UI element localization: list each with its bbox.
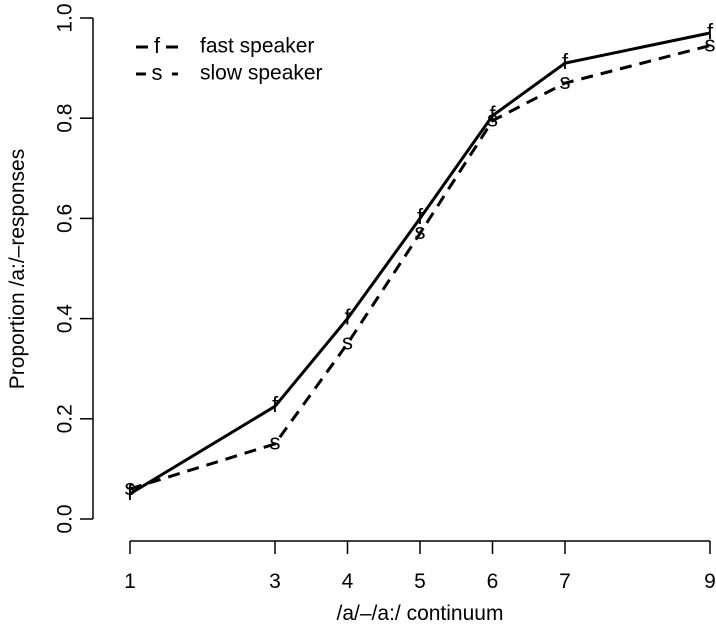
x-axis-title: /a/–/a:/ continuum: [337, 602, 504, 624]
y-axis-title: Proportion /a:/–responses: [6, 149, 29, 389]
data-point-s: s: [125, 475, 136, 500]
y-tick-label: 0.8: [54, 104, 77, 133]
series-line-f: [129, 31, 711, 496]
x-tick-label: 9: [704, 570, 716, 593]
legend-label-f: fast speaker: [200, 35, 314, 58]
data-point-f: f: [707, 19, 714, 44]
data-point-f: f: [417, 204, 424, 229]
legend: f fast speaker s slow speaker: [136, 33, 323, 85]
x-tick-label: 1: [124, 570, 136, 593]
axes: 0.0 0.2 0.4 0.6 0.8 1.0 1 3 4 5 6 7 9/a/–/a:/ contin…: [6, 3, 716, 624]
y-tick-label: 0.4: [54, 304, 77, 334]
x-tick-label: 5: [414, 570, 426, 593]
legend-marker-f: f: [154, 33, 161, 58]
y-tick-label: 1.0: [54, 3, 77, 32]
legend-marker-bg: [148, 63, 166, 85]
y-tick-label: 0.6: [54, 204, 77, 233]
data-point-s: s: [560, 69, 571, 94]
y-tick-label: 0.0: [54, 504, 77, 533]
data-point-f: f: [344, 304, 351, 329]
data-point-s: s: [487, 107, 498, 132]
x-tick-label: 3: [269, 570, 281, 593]
x-tick-label: 7: [559, 570, 571, 593]
legend-marker-s: s: [152, 60, 163, 85]
data-point-s: s: [705, 31, 716, 56]
legend-marker-bg: [148, 36, 166, 58]
data-point-s: s: [415, 219, 426, 244]
data-point-s: s: [270, 430, 281, 455]
legend-label-s: slow speaker: [200, 62, 323, 85]
data-point-f: f: [489, 102, 496, 127]
data-point-f: f: [272, 392, 279, 417]
data-point-f: f: [562, 49, 569, 74]
x-tick-label: 4: [342, 570, 354, 593]
data-point-f: f: [127, 480, 134, 505]
y-tick-label: 0.2: [54, 404, 77, 433]
series-line-s: [129, 44, 711, 491]
data-point-s: s: [342, 329, 353, 354]
x-tick-label: 6: [487, 570, 499, 593]
